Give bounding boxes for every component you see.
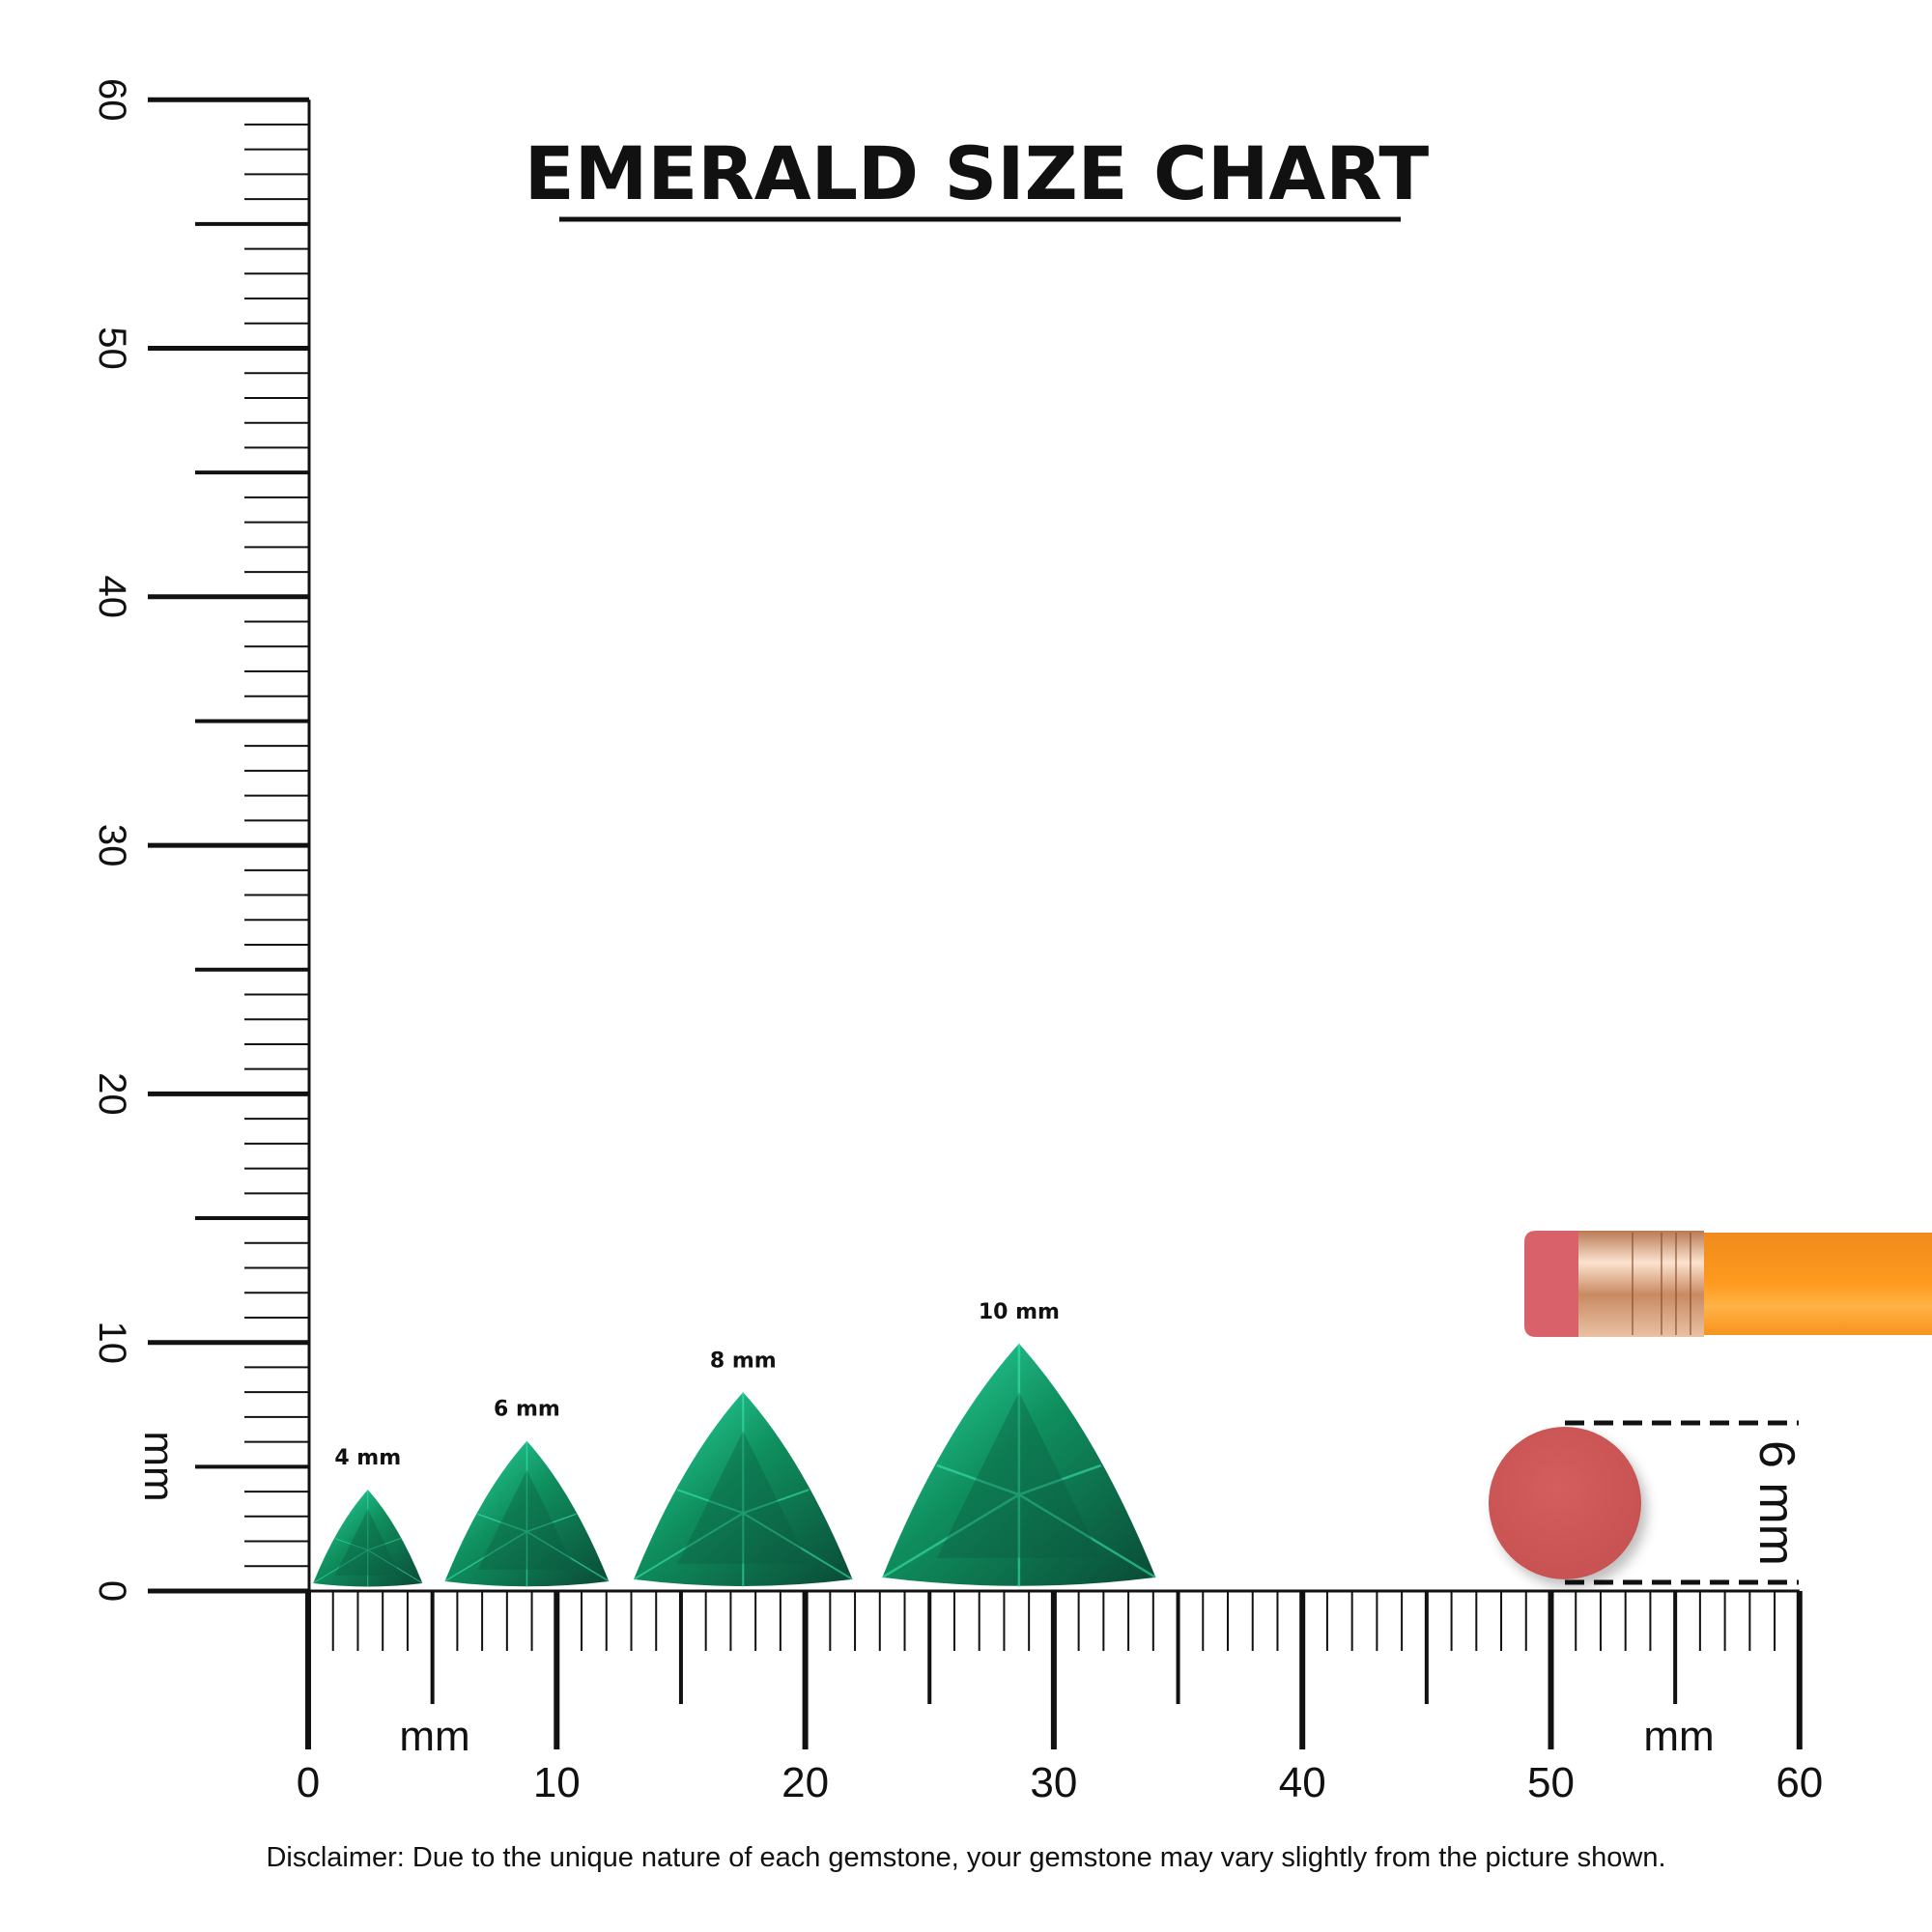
horizontal-tick-label: 30	[1030, 1759, 1077, 1806]
gem-10mm: 10 mm	[881, 1300, 1157, 1587]
gem-table	[477, 1469, 577, 1570]
gem-8mm: 8 mm	[633, 1349, 854, 1587]
vertical-tick-label: 60	[91, 78, 133, 122]
gem-facets	[633, 1392, 854, 1587]
disclaimer: Disclaimer: Due to the unique nature of …	[266, 1842, 1665, 1873]
pencil-ferrule	[1575, 1231, 1704, 1337]
vertical-tick-label: 50	[91, 327, 133, 370]
reference-size-label: 6 mm	[1748, 1440, 1804, 1566]
gem-table	[677, 1431, 810, 1564]
vertical-tick-label: 40	[91, 576, 133, 619]
reference-eraser: 6 mm	[1489, 1420, 1804, 1585]
vertical-tick-label: 20	[91, 1072, 133, 1116]
vertical-ruler: 0 10 20 30 40 50 60	[91, 78, 311, 1602]
horizontal-unit-label-right: mm	[1643, 1713, 1714, 1760]
gem-table	[334, 1509, 401, 1576]
pencil-illustration	[1524, 1231, 1932, 1337]
gem-6mm: 6 mm	[444, 1398, 610, 1587]
vertical-tick-label: 10	[91, 1321, 133, 1364]
gems: 4 mm 6 mm 8 mm 10 mm	[312, 1300, 1157, 1587]
gem-size-label: 8 mm	[710, 1349, 777, 1373]
gem-facets	[312, 1490, 423, 1587]
eraser-circle	[1489, 1427, 1641, 1579]
horizontal-tick-label: 20	[781, 1759, 829, 1806]
horizontal-tick-label: 10	[533, 1759, 581, 1806]
gem-4mm: 4 mm	[312, 1446, 423, 1587]
gem-facets	[444, 1440, 610, 1587]
gem-size-label: 4 mm	[334, 1446, 401, 1470]
horizontal-tick-label: 0	[297, 1759, 320, 1806]
horizontal-tick-label: 60	[1776, 1759, 1823, 1806]
gem-size-label: 6 mm	[494, 1398, 560, 1422]
chart-title: EMERALD SIZE CHART	[525, 130, 1430, 216]
horizontal-tick-label: 50	[1527, 1759, 1575, 1806]
vertical-tick-label: 30	[91, 824, 133, 867]
gem-size-label: 10 mm	[979, 1300, 1060, 1324]
pencil-eraser	[1524, 1231, 1578, 1337]
vertical-tick-label: 0	[91, 1580, 133, 1602]
gem-facets	[881, 1343, 1157, 1587]
vertical-unit-label: mm	[135, 1431, 183, 1501]
horizontal-ruler: 0 10 20 30 40 50 60	[297, 1589, 1823, 1806]
horizontal-unit-label-left: mm	[399, 1713, 469, 1760]
gem-table	[936, 1392, 1101, 1558]
horizontal-tick-label: 40	[1279, 1759, 1326, 1806]
pencil-body	[1702, 1233, 1932, 1335]
